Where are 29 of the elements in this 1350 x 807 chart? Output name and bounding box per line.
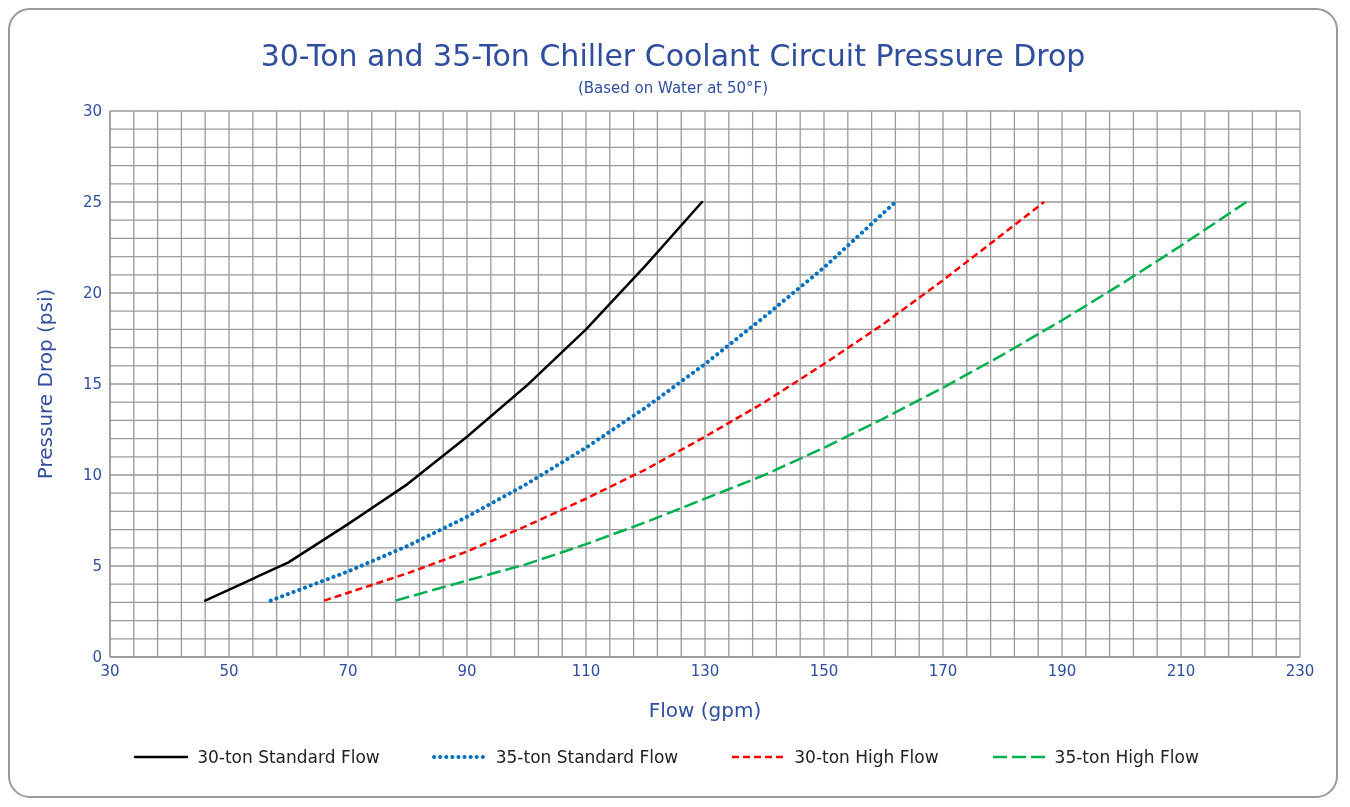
line-series (268, 200, 898, 603)
x-tick-label: 230 (1285, 661, 1315, 680)
line-series (322, 200, 1046, 602)
x-tick-label: 170 (928, 661, 958, 680)
legend-label: 30-ton High Flow (794, 747, 939, 767)
x-tick-label: 130 (690, 661, 720, 680)
y-tick-label: 10 (82, 466, 102, 485)
x-tick-label: 190 (1047, 661, 1077, 680)
chart-subtitle: (Based on Water at 50°F) (576, 79, 770, 97)
x-tick-label: 70 (338, 661, 358, 680)
line-series (394, 200, 1248, 602)
x-axis-title: Flow (gpm) (648, 698, 762, 722)
y-tick-label: 25 (82, 193, 102, 212)
y-tick-label: 30 (82, 102, 102, 121)
x-tick-label: 150 (809, 661, 839, 680)
y-tick-label: 0 (92, 648, 102, 667)
y-tick-label: 5 (92, 557, 102, 576)
y-tick-label: 20 (82, 284, 102, 303)
x-tick-label: 210 (1166, 661, 1196, 680)
x-tick-label: 90 (457, 661, 477, 680)
x-tick-label: 50 (219, 661, 239, 680)
legend-label: 35-ton High Flow (1054, 747, 1199, 767)
legend-label: 35-ton Standard Flow (495, 747, 679, 767)
line-series (203, 200, 704, 602)
x-tick-label: 110 (571, 661, 601, 680)
y-tick-label: 15 (82, 375, 102, 394)
legend-label: 30-ton Standard Flow (197, 747, 380, 767)
y-axis-title: Pressure Drop (psi) (33, 288, 58, 480)
chart-title: 30-Ton and 35-Ton Chiller Coolant Circuit Pressure Drop (259, 38, 1087, 73)
